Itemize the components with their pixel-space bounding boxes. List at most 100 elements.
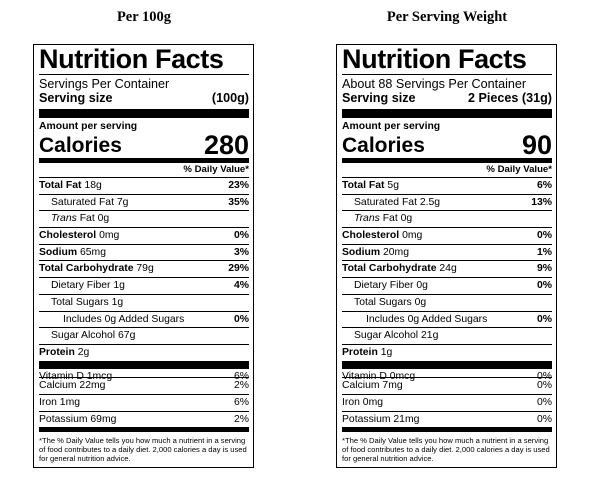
- nutrient-name: Dietary Fiber: [354, 280, 414, 292]
- nutrient-name: Dietary Fiber: [51, 280, 111, 292]
- nutrient-dv: 1%: [536, 246, 552, 258]
- nutrient-name: Sugar Alcohol: [51, 330, 116, 342]
- nutrient-amount: 0g: [400, 213, 413, 225]
- calories-label: Calories: [39, 134, 122, 157]
- nutrient-row-potassium: Potassium 69mg 2%: [39, 410, 249, 428]
- nutrient-name: Cholesterol: [342, 230, 400, 242]
- nutrition-facts-title: Nutrition Facts: [39, 44, 224, 74]
- amount-per-serving: Amount per serving: [39, 121, 138, 132]
- nutrient-amount: 2.5g: [419, 196, 441, 208]
- nutrient-dv: 3%: [233, 246, 249, 258]
- footnote: *The % Daily Value tells you how much a …: [342, 427, 552, 463]
- nutrient-dv: 6%: [233, 370, 249, 382]
- serving-size-row: Serving size (100g): [39, 91, 249, 109]
- nutrient-row-protein: Protein 2g: [39, 343, 249, 361]
- nutrient-dv: 35%: [228, 196, 249, 208]
- daily-value-header: % Daily Value*: [183, 164, 249, 175]
- nutrient-row-vitamin-d: Vitamin D 1mcg 6%: [39, 360, 249, 382]
- nutrient-row-trans-fat: Trans Fat 0g: [342, 210, 552, 227]
- nutrient-amount: 69mg: [90, 413, 117, 425]
- nutrient-name: Calcium: [342, 380, 380, 392]
- servings-per-container: About 88 Servings Per Container: [342, 77, 527, 91]
- nutrient-name: Total Carbohydrate: [342, 263, 437, 275]
- nutrient-dv: 29%: [228, 263, 249, 275]
- nutrient-dv: 13%: [531, 196, 552, 208]
- nutrient-amount: 0g: [97, 213, 110, 225]
- nutrient-name: Saturated Fat: [354, 196, 417, 208]
- nutrient-amount: 5g: [387, 180, 399, 191]
- nutrient-amount: 22mg: [79, 380, 106, 392]
- nutrient-amount: 7g: [116, 196, 129, 208]
- nutrient-name: Protein: [39, 346, 75, 358]
- nutrient-name-suffix: Fat: [79, 213, 95, 225]
- nutrition-facts-title: Nutrition Facts: [342, 44, 527, 74]
- nutrient-name: Protein: [342, 346, 378, 358]
- column-heading-per-serving: Per Serving Weight: [386, 9, 508, 25]
- nutrient-name: Cholesterol: [39, 230, 97, 242]
- nutrient-amount: 1g: [111, 296, 124, 308]
- nutrient-dv: 0%: [536, 396, 552, 408]
- nutrient-dv: 0%: [233, 230, 249, 242]
- calories-value: 90: [521, 130, 552, 160]
- nutrient-dv: 23%: [228, 180, 249, 191]
- nutrient-dv: 6%: [233, 396, 249, 408]
- nutrient-dv: 6%: [536, 180, 552, 191]
- nutrient-amount: 0mg: [99, 230, 120, 242]
- nutrient-amount: 21mg: [393, 413, 420, 425]
- nutrient-name: Sodium: [39, 246, 78, 258]
- serving-size-row: Serving size 2 Pieces (31g): [342, 91, 552, 109]
- nutrient-name: Total Fat: [39, 180, 82, 191]
- nutrient-row-calcium: Calcium 22mg 2%: [39, 377, 249, 394]
- nutrient-name: Iron: [39, 396, 57, 408]
- servings-per-container: Servings Per Container: [39, 77, 170, 91]
- nutrient-row-sugar-alcohol: Sugar Alcohol 67g: [39, 327, 249, 344]
- nutrient-name: Trans: [51, 213, 77, 225]
- nutrient-name: Total Sugars: [354, 296, 412, 308]
- serving-size-value: (100g): [211, 91, 249, 105]
- divider: [342, 74, 552, 75]
- nutrient-dv: 0%: [536, 370, 552, 382]
- nutrient-amount: 18g: [84, 180, 102, 191]
- nutrient-name: Trans: [354, 213, 380, 225]
- nutrient-amount: 24g: [439, 263, 457, 275]
- calories-row: Calories 280: [39, 132, 249, 159]
- nutrient-dv: 2%: [233, 413, 249, 425]
- footnote: *The % Daily Value tells you how much a …: [39, 427, 249, 463]
- nutrient-amount: 79g: [136, 263, 154, 275]
- nutrient-amount: 0mg: [402, 230, 423, 242]
- nutrient-name: Includes 0g Added Sugars: [63, 313, 185, 325]
- nutrient-amount: 0g: [414, 296, 427, 308]
- nutrient-row-sodium: Sodium 65mg 3%: [39, 243, 249, 261]
- medium-divider: [342, 158, 552, 163]
- nutrient-row-vitamin-d: Vitamin D 0mcg 0%: [342, 360, 552, 382]
- nutrient-row-cholesterol: Cholesterol 0mg 0%: [342, 227, 552, 244]
- nutrient-row-added-sugars: Includes 0g Added Sugars 0%: [342, 310, 552, 328]
- nutrient-amount: 21g: [421, 330, 439, 342]
- nutrient-amount: 1mcg: [86, 370, 113, 382]
- nutrient-amount: 65mg: [80, 246, 106, 258]
- nutrient-row-protein: Protein 1g: [342, 343, 552, 361]
- nutrient-dv: 0%: [536, 280, 552, 292]
- daily-value-header: % Daily Value*: [486, 164, 552, 175]
- nutrient-row-total-fat: Total Fat 5g 6%: [342, 177, 552, 194]
- nutrient-row-sodium: Sodium 20mg 1%: [342, 243, 552, 261]
- nutrient-dv: 0%: [536, 413, 552, 425]
- amount-per-serving: Amount per serving: [342, 121, 441, 132]
- nutrient-amount: 0g: [416, 280, 428, 292]
- thick-divider: [39, 109, 249, 118]
- nutrient-row-total-carbohydrate: Total Carbohydrate 79g 29%: [39, 260, 249, 277]
- nutrient-row-sugar-alcohol: Sugar Alcohol 21g: [342, 327, 552, 344]
- nutrient-name: Total Fat: [342, 180, 385, 191]
- nutrient-name: Total Sugars: [51, 296, 109, 308]
- nutrient-dv: 4%: [233, 280, 249, 292]
- nutrient-dv: 9%: [536, 263, 552, 275]
- nutrient-dv: 0%: [536, 230, 552, 242]
- serving-size-label: Serving size: [342, 91, 416, 105]
- nutrient-row-dietary-fiber: Dietary Fiber 0g 0%: [342, 277, 552, 294]
- nutrient-name: Potassium: [39, 413, 88, 425]
- nutrient-row-potassium: Potassium 21mg 0%: [342, 410, 552, 428]
- nutrition-label-per-serving: Nutrition Facts About 88 Servings Per Co…: [336, 44, 557, 469]
- medium-divider: [39, 158, 249, 163]
- nutrient-amount: 67g: [118, 330, 136, 342]
- nutrient-name-suffix: Fat: [382, 213, 398, 225]
